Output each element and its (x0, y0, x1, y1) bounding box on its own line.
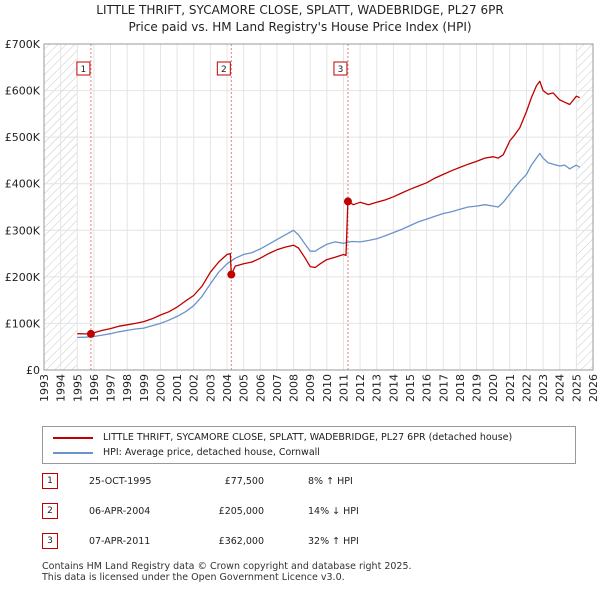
y-tick-label: £0 (26, 364, 40, 377)
x-tick-label: 2011 (337, 374, 350, 402)
price-chart: £0 £100K £200K £300K £400K £500K £600K £700K 199… (5, 38, 600, 402)
sale-row: 2 06-APR-2004 £205,000 14% ↓ HPI (42, 503, 582, 523)
x-tick-label: 2008 (288, 374, 301, 402)
x-tick-label: 2018 (454, 374, 467, 402)
x-tick-label: 1998 (121, 374, 134, 402)
legend-swatch-hpi (53, 451, 93, 454)
x-tick-label: 2013 (371, 374, 384, 402)
sale-hpi-diff: 14% ↓ HPI (308, 506, 359, 517)
sale-row: 1 25-OCT-1995 £77,500 8% ↑ HPI (42, 473, 582, 493)
sale-date: 07-APR-2011 (89, 536, 151, 547)
y-tick-label: £400K (5, 178, 41, 191)
sale-price: £77,500 (224, 476, 264, 487)
x-tick-label: 2000 (154, 374, 167, 402)
x-tick-label: 1993 (38, 374, 51, 402)
sale-marker-box: 3 (42, 533, 58, 549)
sale-marker-box: 1 (42, 473, 58, 489)
x-tick-label: 2003 (204, 374, 217, 402)
legend-swatch-property (53, 436, 93, 439)
legend-label-property: LITTLE THRIFT, SYCAMORE CLOSE, SPLATT, W… (103, 432, 513, 443)
sale-marker-box: 2 (42, 503, 58, 519)
x-tick-label: 2012 (354, 374, 367, 402)
legend-label-hpi: HPI: Average price, detached house, Corn… (103, 447, 320, 458)
x-tick-label: 2024 (554, 374, 567, 402)
sale-label-number: 1 (81, 65, 87, 75)
sale-label-box (333, 61, 348, 76)
chart-title: LITTLE THRIFT, SYCAMORE CLOSE, SPLATT, W… (96, 3, 504, 17)
x-tick-label: 2006 (254, 374, 267, 402)
sale-label-number: 2 (221, 65, 227, 75)
y-tick-label: £700K (5, 38, 41, 51)
x-tick-label: 2026 (587, 374, 600, 402)
x-tick-label: 1999 (138, 374, 151, 402)
x-tick-label: 2007 (271, 374, 284, 402)
hatched-region (576, 44, 593, 370)
x-tick-label: 2021 (504, 374, 517, 402)
legend-item-property: LITTLE THRIFT, SYCAMORE CLOSE, SPLATT, W… (53, 432, 512, 443)
x-tick-label: 2004 (221, 374, 234, 402)
x-tick-label: 1995 (71, 374, 84, 402)
x-tick-label: 2022 (520, 374, 533, 402)
sale-label-number: 3 (338, 65, 344, 75)
sale-price: £205,000 (218, 506, 264, 517)
x-tick-label: 2010 (321, 374, 334, 402)
x-tick-label: 2017 (437, 374, 450, 402)
sale-point (343, 197, 352, 206)
y-tick-label: £300K (5, 224, 41, 237)
property-price-line (77, 80, 580, 335)
sale-point (86, 329, 95, 338)
sale-date: 25-OCT-1995 (89, 476, 152, 487)
x-tick-label: 2002 (188, 374, 201, 402)
x-tick-label: 2015 (404, 374, 417, 402)
sale-date: 06-APR-2004 (89, 506, 151, 517)
x-tick-label: 2020 (487, 374, 500, 402)
sale-label-box (216, 61, 231, 76)
sale-hpi-diff: 8% ↑ HPI (308, 476, 353, 487)
x-tick-label: 2023 (537, 374, 550, 402)
footer-licence: This data is licensed under the Open Gov… (42, 572, 345, 583)
sale-hpi-diff: 32% ↑ HPI (308, 536, 359, 547)
hpi-line (77, 152, 581, 339)
plot-area (44, 44, 593, 370)
sale-point (227, 270, 236, 279)
x-tick-label: 2001 (171, 374, 184, 402)
y-tick-label: £600K (5, 85, 41, 98)
chart-subtitle: Price paid vs. HM Land Registry's House … (128, 20, 472, 34)
footer: Contains HM Land Registry data © Crown c… (42, 561, 412, 583)
plot-frame (43, 43, 594, 371)
legend-item-hpi: HPI: Average price, detached house, Corn… (53, 447, 320, 458)
x-tick-label: 2025 (570, 374, 583, 402)
x-tick-label: 2009 (304, 374, 317, 402)
y-tick-label: £200K (5, 271, 41, 284)
x-tick-label: 1996 (88, 374, 101, 402)
x-tick-label: 2016 (421, 374, 434, 402)
footer-copyright: Contains HM Land Registry data © Crown c… (42, 561, 412, 572)
x-tick-label: 1997 (105, 374, 118, 402)
y-tick-label: £100K (5, 317, 41, 330)
x-tick-label: 2005 (238, 374, 251, 402)
y-tick-label: £500K (5, 131, 41, 144)
x-tick-label: 2014 (387, 374, 400, 402)
sale-row: 3 07-APR-2011 £362,000 32% ↑ HPI (42, 533, 582, 553)
sale-price: £362,000 (218, 536, 264, 547)
x-tick-label: 2019 (471, 374, 484, 402)
sale-label-box (76, 61, 91, 76)
x-tick-label: 1994 (55, 374, 68, 402)
legend: LITTLE THRIFT, SYCAMORE CLOSE, SPLATT, W… (42, 426, 576, 464)
